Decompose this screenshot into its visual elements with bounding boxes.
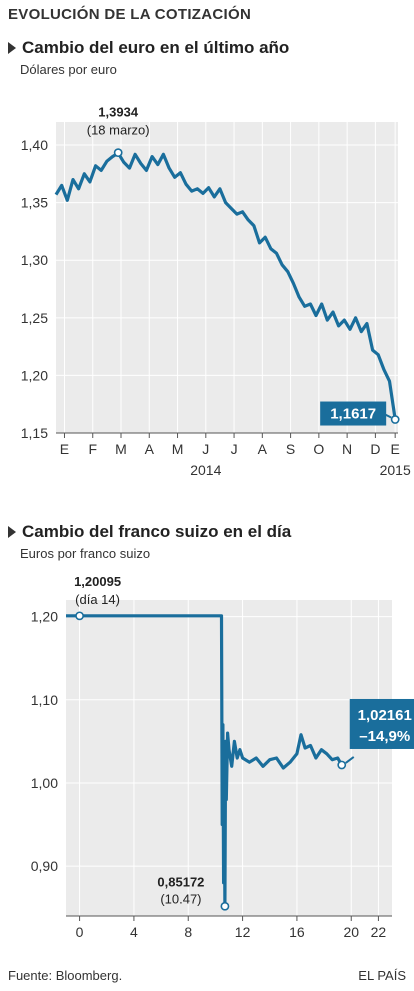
- x-tick-label: 8: [184, 924, 192, 940]
- plot-background: [56, 122, 398, 433]
- x-tick-label: 16: [289, 924, 305, 940]
- y-tick-label: 1,30: [21, 252, 48, 268]
- annotation-value: 1,20095: [74, 574, 121, 589]
- chart1-ylabel: Dólares por euro: [20, 62, 117, 77]
- y-tick-label: 1,20: [21, 367, 48, 383]
- annotation-note: (10.47): [160, 891, 201, 906]
- x-tick-label: M: [115, 441, 127, 457]
- x-tick-label: 22: [371, 924, 387, 940]
- main-title: EVOLUCIÓN DE LA COTIZACIÓN: [8, 6, 252, 23]
- source-note: Fuente: Bloomberg.: [8, 968, 123, 983]
- annotation-marker: [220, 901, 230, 911]
- y-tick-label: 1,35: [21, 195, 48, 211]
- annotation-marker: [390, 415, 400, 424]
- y-tick-label: 1,10: [31, 692, 58, 708]
- x-tick-label: F: [88, 441, 97, 457]
- credit: EL PAÍS: [358, 968, 406, 983]
- annotation-marker: [113, 148, 123, 158]
- y-tick-label: 1,20: [31, 609, 58, 625]
- x-tick-label: 12: [235, 924, 251, 940]
- callout-value: 1,1617: [330, 406, 376, 423]
- chart1-title-text: Cambio del euro en el último año: [22, 38, 290, 57]
- callout-value: 1,02161: [358, 707, 412, 724]
- x-year-label: 2014: [190, 462, 221, 478]
- annotation-marker: [75, 611, 84, 621]
- y-tick-label: 0,90: [31, 858, 58, 874]
- callout-box: [320, 401, 387, 426]
- y-tick-label: 1,00: [31, 775, 58, 791]
- x-tick-label: M: [172, 441, 184, 457]
- callout-change: –14,9%: [359, 728, 410, 745]
- x-tick-label: 0: [76, 924, 84, 940]
- annotation-value: 0,85172: [157, 874, 204, 889]
- bullet-icon: [8, 526, 16, 538]
- callout-box: [349, 698, 414, 749]
- series-line: [66, 614, 344, 908]
- x-tick-label: A: [145, 441, 155, 457]
- x-tick-label: O: [313, 441, 324, 457]
- x-tick-label: E: [391, 441, 400, 457]
- x-tick-label: A: [258, 441, 268, 457]
- chart2-title-text: Cambio del franco suizo en el día: [22, 522, 292, 541]
- x-tick-label: D: [370, 441, 380, 457]
- series-line: [54, 151, 397, 420]
- x-tick-label: N: [342, 441, 352, 457]
- x-tick-label: S: [286, 441, 295, 457]
- bullet-icon: [8, 42, 16, 54]
- chart2-ylabel: Euros por franco suizo: [20, 546, 151, 561]
- x-tick-label: 4: [130, 924, 138, 940]
- x-year-label: 2015: [380, 462, 411, 478]
- annotation-note: (18 marzo): [87, 123, 150, 138]
- y-tick-label: 1,15: [21, 425, 48, 441]
- annotation-note: (día 14): [75, 592, 120, 607]
- x-tick-label: J: [231, 441, 238, 457]
- callout-leader: [345, 756, 355, 764]
- y-tick-label: 1,25: [21, 310, 48, 326]
- y-tick-label: 1,40: [21, 137, 48, 153]
- x-tick-label: J: [202, 441, 209, 457]
- x-tick-label: 20: [343, 924, 359, 940]
- chart1-title: Cambio del euro en el último año: [8, 38, 289, 58]
- annotation-marker: [337, 760, 347, 770]
- annotation-value: 1,3934: [98, 105, 139, 120]
- x-tick-label: E: [60, 441, 69, 457]
- chart2-title: Cambio del franco suizo en el día: [8, 522, 291, 542]
